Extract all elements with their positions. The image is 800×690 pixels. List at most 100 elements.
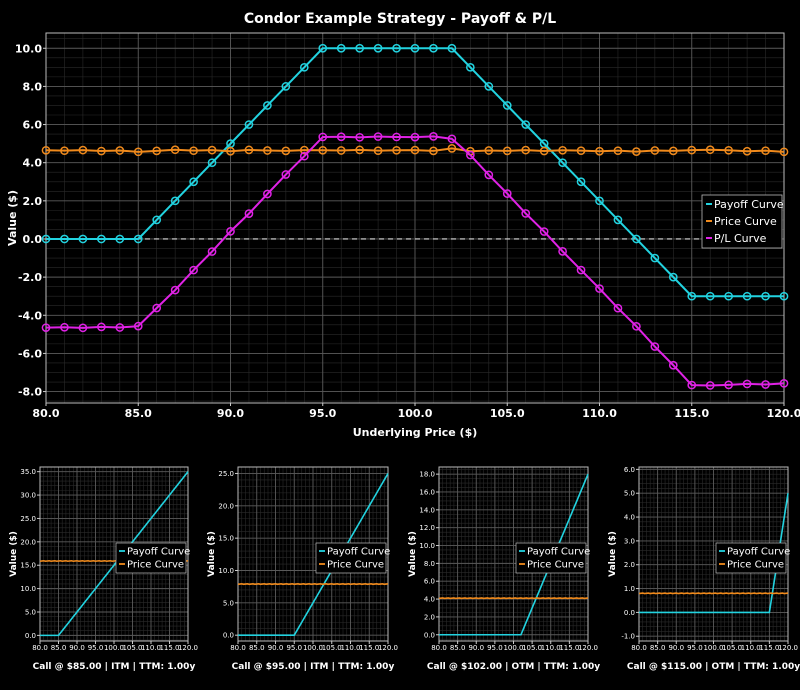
y-tick-label: 20.0 [218, 502, 234, 510]
y-tick-label: 14.0 [419, 506, 435, 514]
y-tick-label: 4.0 [624, 514, 635, 522]
y-tick-label: 3.0 [624, 537, 635, 545]
x-tick-label: 115.0 [159, 644, 179, 652]
x-tick-label: 120.0 [778, 644, 798, 652]
y-axis-label: Value ($) [408, 531, 418, 577]
legend-entry: Price Curve [714, 215, 777, 228]
x-tick-label: 90.0 [668, 644, 684, 652]
y-tick-label: 6.0 [23, 119, 43, 132]
legend-entry: Price Curve [727, 560, 784, 571]
y-tick-label: 35.0 [20, 468, 36, 476]
x-tick-label: 95.0 [309, 407, 336, 420]
x-tick-label: 100.0 [104, 644, 124, 652]
x-tick-label: 120.0 [178, 644, 198, 652]
x-axis-label: Call @ $95.00 | ITM | TTM: 1.00y [232, 662, 395, 672]
x-tick-label: 115.0 [359, 644, 379, 652]
y-tick-label: 10.0 [419, 542, 435, 550]
y-tick-label: -6.0 [18, 347, 42, 360]
x-tick-label: 120.0 [578, 644, 598, 652]
y-tick-label: 4.0 [23, 157, 43, 170]
x-tick-label: 110.0 [340, 644, 360, 652]
x-tick-label: 105.0 [490, 407, 525, 420]
y-tick-label: 6.0 [624, 466, 635, 474]
y-tick-label: 20.0 [20, 538, 36, 546]
y-tick-label: 5.0 [624, 490, 635, 498]
y-tick-label: 6.0 [424, 578, 435, 586]
y-axis-label: Value ($) [9, 531, 19, 577]
x-tick-label: 80.0 [32, 644, 48, 652]
x-tick-label: 115.0 [759, 644, 779, 652]
x-tick-label: 85.0 [51, 644, 67, 652]
x-tick-label: 90.0 [468, 644, 484, 652]
y-tick-label: 1.0 [624, 585, 635, 593]
y-tick-label: 12.0 [419, 524, 435, 532]
x-tick-label: 85.0 [125, 407, 152, 420]
y-axis-label: Value ($) [6, 190, 19, 246]
y-tick-label: 8.0 [424, 560, 435, 568]
x-tick-label: 80.0 [631, 644, 647, 652]
x-tick-label: 80.0 [32, 407, 59, 420]
y-tick-label: 0.0 [25, 632, 36, 640]
x-tick-label: 90.0 [69, 644, 85, 652]
y-tick-label: 0.0 [424, 631, 435, 639]
x-tick-label: 120.0 [378, 644, 398, 652]
y-tick-label: 25.0 [20, 515, 36, 523]
y-tick-label: 25.0 [218, 470, 234, 478]
legend: Payoff Curve Price Curve [716, 543, 790, 573]
x-axis-label: Underlying Price ($) [353, 426, 478, 439]
y-tick-label: 0.0 [223, 632, 234, 640]
legend-entry: Payoff Curve [127, 547, 190, 558]
x-tick-label: 80.0 [431, 644, 447, 652]
y-tick-label: -1.0 [621, 633, 635, 641]
x-tick-label: 100.0 [703, 644, 723, 652]
x-tick-label: 105.0 [722, 644, 742, 652]
legend-entry: P/L Curve [714, 232, 767, 245]
y-tick-label: 8.0 [23, 80, 43, 93]
x-tick-label: 115.0 [559, 644, 579, 652]
y-tick-label: 10.0 [218, 567, 234, 575]
y-tick-label: 18.0 [419, 471, 435, 479]
x-axis-label: Call @ $115.00 | OTM | TTM: 1.00y [627, 662, 800, 672]
y-tick-label: -2.0 [18, 271, 42, 284]
legend: Payoff Curve Price Curve [116, 543, 190, 573]
x-axis-label: Call @ $102.00 | OTM | TTM: 1.00y [427, 662, 600, 672]
x-tick-label: 110.0 [582, 407, 617, 420]
x-tick-label: 110.0 [141, 644, 161, 652]
x-tick-label: 95.0 [286, 644, 302, 652]
x-tick-label: 95.0 [687, 644, 703, 652]
y-axis-label: Value ($) [608, 531, 618, 577]
x-tick-label: 105.0 [522, 644, 542, 652]
y-tick-label: 2.0 [424, 613, 435, 621]
y-tick-label: 10.0 [15, 42, 42, 55]
y-tick-label: -4.0 [18, 309, 42, 322]
legend-entry: Price Curve [127, 560, 184, 571]
x-tick-label: 110.0 [741, 644, 761, 652]
y-tick-label: -8.0 [18, 386, 42, 399]
y-tick-label: 10.0 [20, 585, 36, 593]
y-tick-label: 2.0 [624, 561, 635, 569]
legend-entry: Price Curve [527, 560, 584, 571]
y-tick-label: 4.0 [424, 596, 435, 604]
y-tick-label: 30.0 [20, 492, 36, 500]
y-tick-label: 15.0 [218, 535, 234, 543]
x-tick-label: 115.0 [674, 407, 709, 420]
legend-entry: Payoff Curve [727, 547, 790, 558]
x-tick-label: 85.0 [450, 644, 466, 652]
x-tick-label: 90.0 [217, 407, 244, 420]
x-tick-label: 85.0 [650, 644, 666, 652]
x-tick-label: 100.0 [503, 644, 523, 652]
x-tick-label: 95.0 [88, 644, 104, 652]
x-tick-label: 120.0 [767, 407, 800, 420]
y-tick-label: 15.0 [20, 562, 36, 570]
x-tick-label: 80.0 [230, 644, 246, 652]
legend-entry: Price Curve [327, 560, 384, 571]
